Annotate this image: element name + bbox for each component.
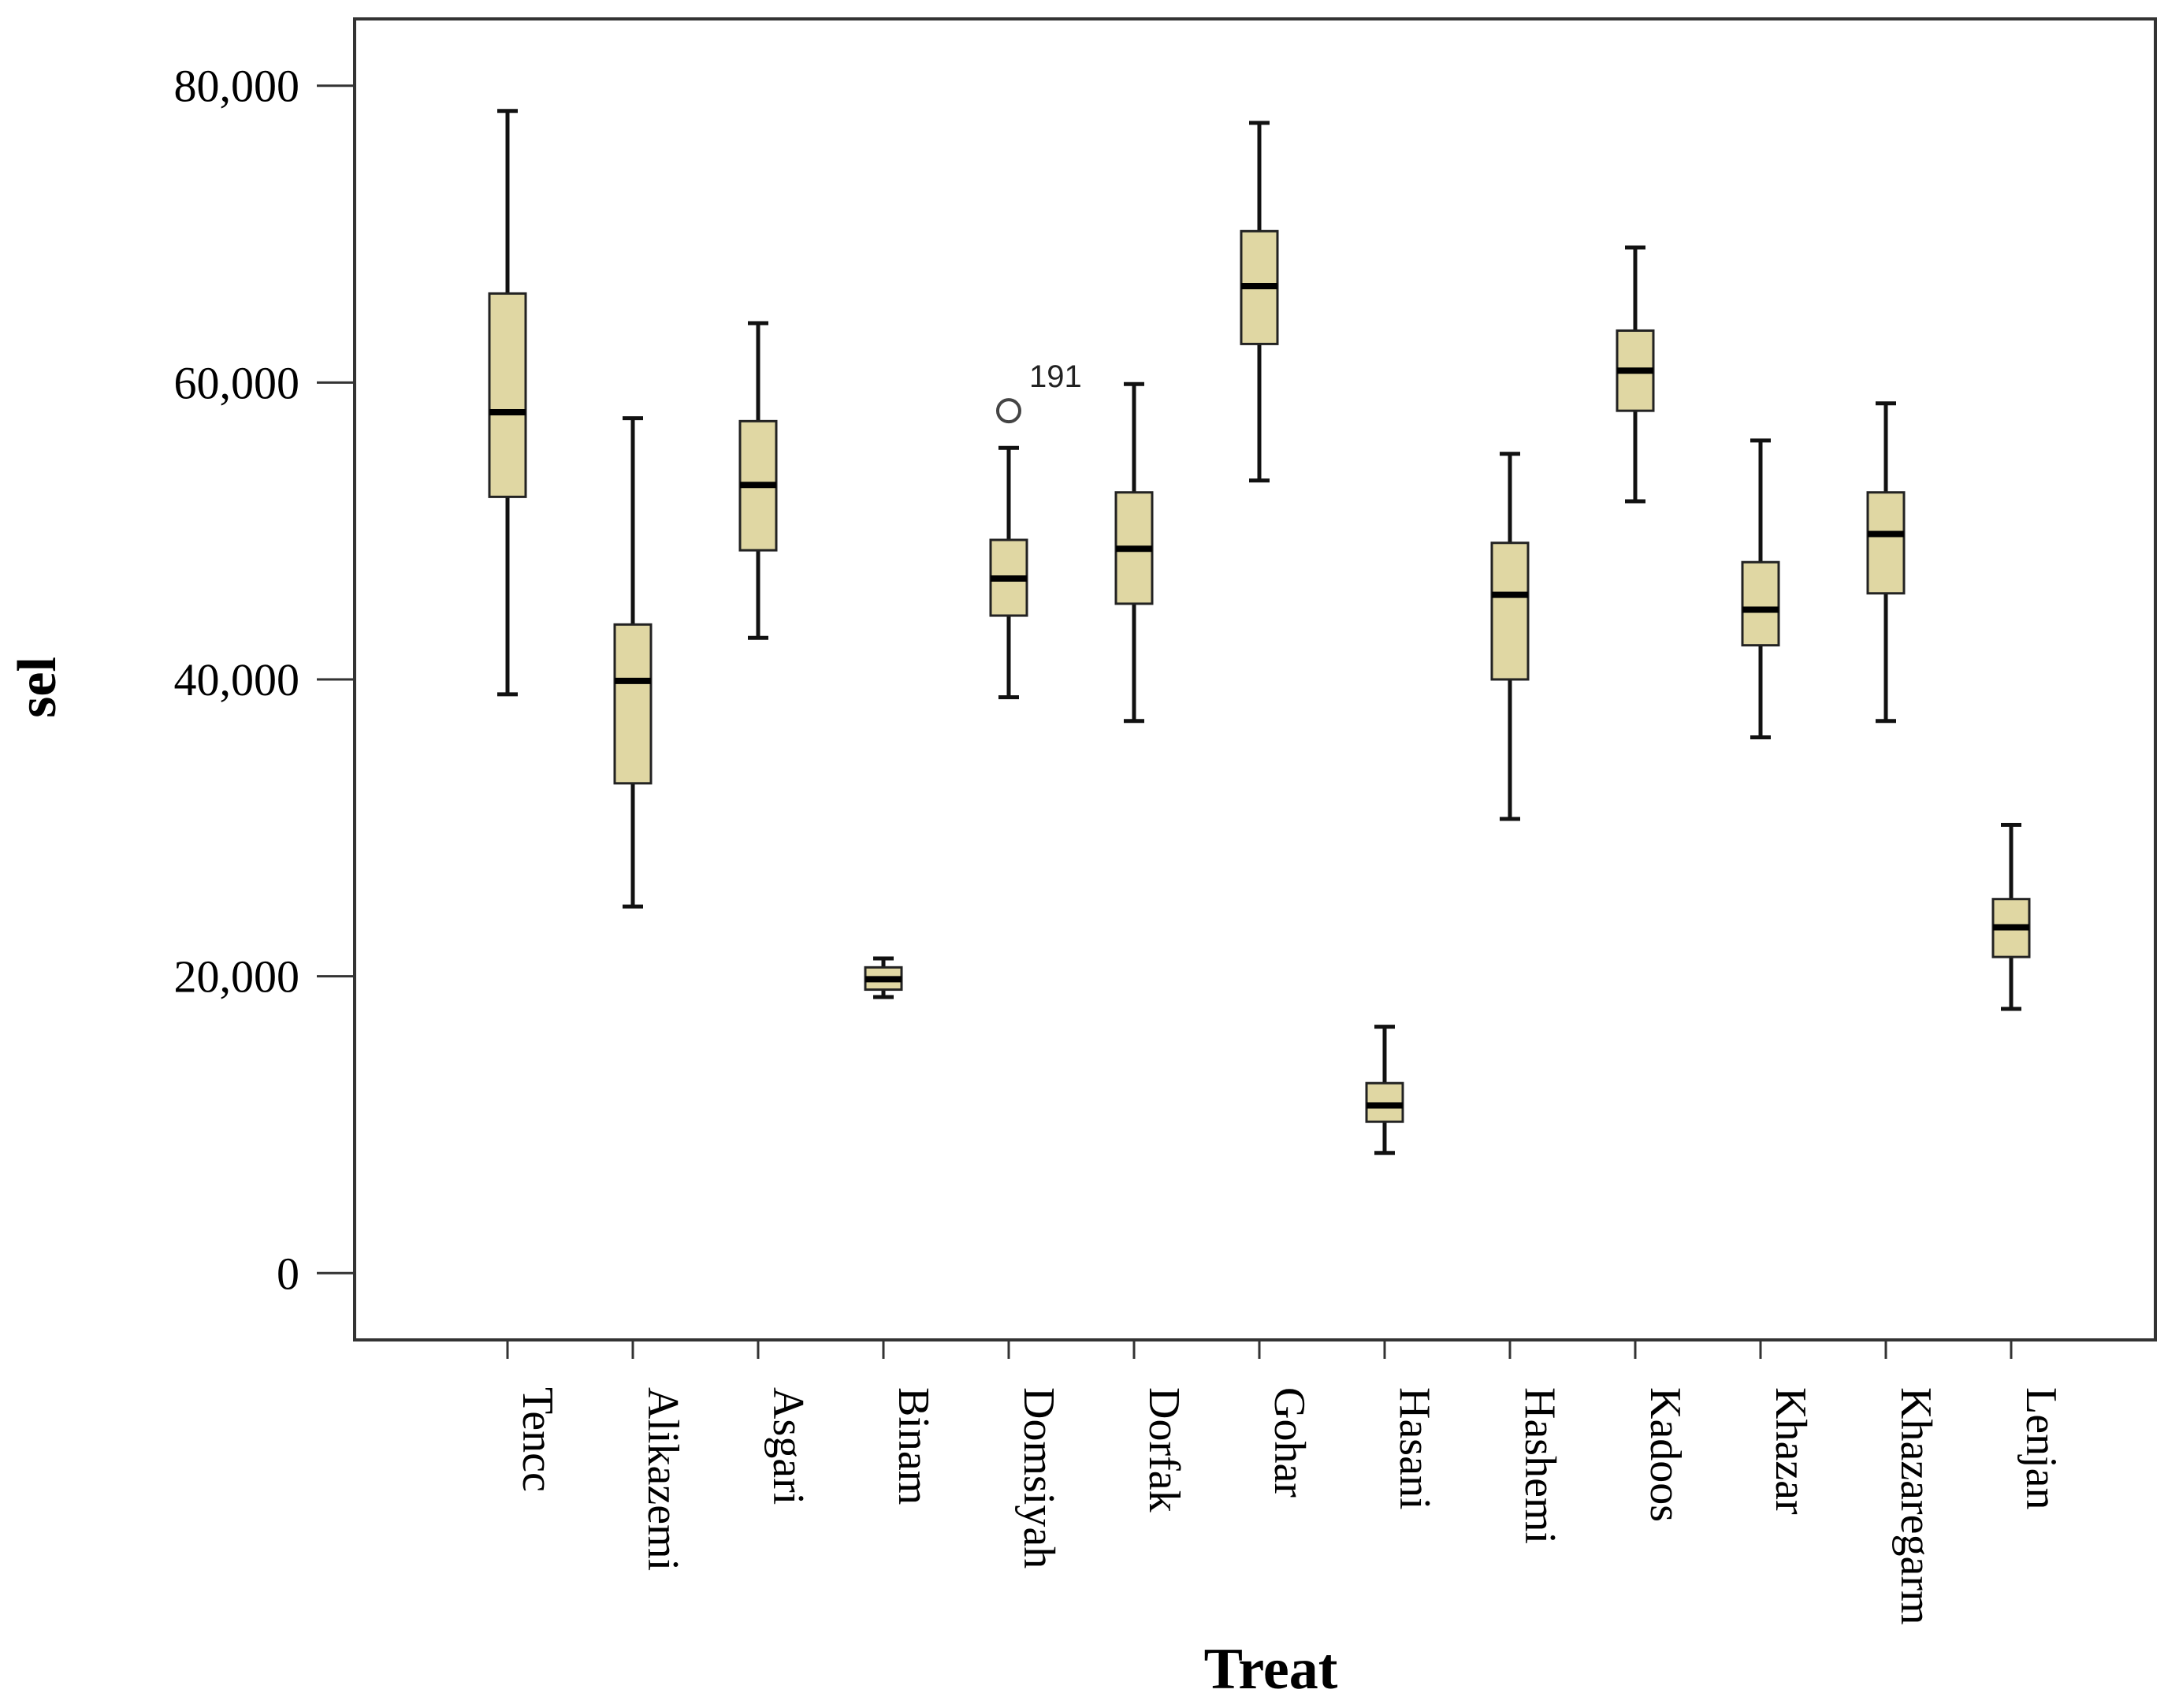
- x-tick-label: Lenjan: [2017, 1387, 2066, 1509]
- box-khazaregarm: [1866, 401, 1906, 724]
- iqr-box: [1866, 491, 1906, 595]
- x-tick-label: Hashemi: [1515, 1387, 1564, 1544]
- iqr-box: [1490, 541, 1530, 681]
- box-khazar: [1741, 438, 1780, 739]
- y-tick-label: 80,000: [174, 61, 300, 112]
- box-asgari: [738, 321, 778, 640]
- iqr-box: [1741, 560, 1780, 647]
- outlier-label: 191: [1029, 359, 1082, 394]
- box-alikazemi: [613, 416, 653, 909]
- box-hashemi: [1490, 452, 1530, 821]
- iqr-box: [613, 623, 653, 785]
- box-dorfak: [1114, 381, 1154, 724]
- box-lenjan: [1991, 823, 2031, 1011]
- plot-area: 0 20,000 40,000 60,000 80,000 Tencc Alikazemi A…: [174, 17, 2157, 1625]
- iqr-box: [488, 292, 527, 498]
- x-tick-label: Dorfak: [1140, 1387, 1188, 1513]
- box-gohar: [1240, 121, 1279, 483]
- x-tick-label: Tencc: [513, 1387, 562, 1492]
- y-tick-label: 0: [277, 1248, 299, 1299]
- x-tick-label: Alikazemi: [638, 1387, 687, 1571]
- box-hasani: [1365, 1025, 1404, 1155]
- x-tick-label: Domsiyah: [1014, 1387, 1063, 1568]
- box-tencc: [488, 109, 527, 697]
- x-tick-label: Asgari: [764, 1387, 812, 1505]
- x-axis-title: Treat: [1204, 1637, 1338, 1702]
- y-tick-label: 60,000: [174, 357, 300, 408]
- box-binam: [864, 956, 903, 999]
- y-tick-label: 40,000: [174, 654, 300, 705]
- outlier-point: [996, 398, 1021, 424]
- x-tick-label: Gohar: [1265, 1387, 1314, 1498]
- x-tick-label: Kadoos: [1641, 1387, 1690, 1522]
- x-tick-label: Khazaregarm: [1891, 1387, 1940, 1625]
- box-kadoos: [1616, 245, 1655, 504]
- x-tick-label: Hasani: [1390, 1387, 1439, 1510]
- x-tick-label: Binam: [889, 1387, 938, 1505]
- y-tick-label: 20,000: [174, 951, 300, 1003]
- box-domsiyah: [989, 445, 1028, 700]
- y-axis-title: sel: [7, 657, 68, 718]
- x-tick-label: Khazar: [1766, 1387, 1815, 1515]
